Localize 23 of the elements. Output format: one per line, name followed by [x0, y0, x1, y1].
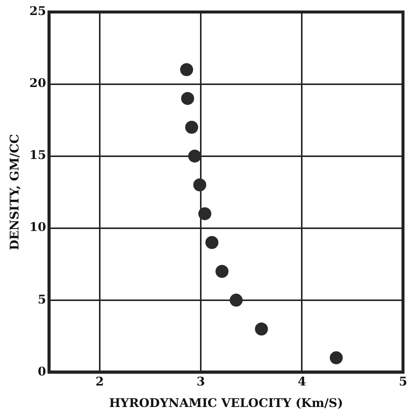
x-tick-label: 3	[196, 374, 205, 389]
y-tick-label: 0	[38, 364, 46, 378]
point	[198, 207, 212, 220]
y-axis-title: DENSITY, GM/CC	[7, 134, 22, 250]
point	[230, 294, 243, 307]
point	[181, 92, 194, 105]
point	[193, 178, 206, 192]
x-tick-label: 4	[298, 374, 306, 389]
point	[180, 63, 194, 76]
point	[216, 264, 229, 278]
x-tick-label: 5	[398, 374, 408, 389]
y-tick-label: 10	[29, 220, 46, 234]
y-tick-label: 20	[29, 76, 46, 90]
point	[188, 150, 202, 163]
y-tick-label: 5	[38, 292, 46, 306]
x-tick-label: 2	[95, 374, 104, 389]
x-axis-title: HYRODYNAMIC VELOCITY (Km/S)	[109, 396, 344, 410]
y-tick-label: 15	[29, 148, 46, 162]
point	[185, 120, 198, 134]
point	[254, 322, 268, 336]
point	[205, 236, 218, 250]
y-tick-label: 25	[29, 4, 46, 18]
point	[330, 351, 343, 364]
